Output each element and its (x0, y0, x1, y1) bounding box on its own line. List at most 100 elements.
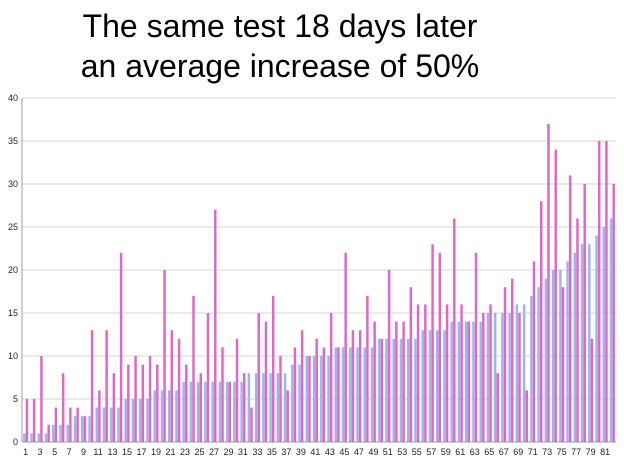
bar-series-2 (235, 338, 239, 442)
bar-series-2 (105, 330, 108, 442)
bar-series-1 (443, 330, 446, 442)
x-tick-label: 55 (412, 447, 422, 457)
bar-series-1 (283, 373, 287, 442)
bar-series-1 (566, 261, 569, 442)
bar-series-1 (196, 381, 200, 442)
x-tick-label: 19 (151, 447, 161, 457)
bar-series-1 (225, 381, 229, 442)
bar-series-1 (160, 390, 164, 442)
bar-series-2 (380, 338, 384, 442)
bar-series-1 (486, 313, 490, 442)
bar-series-1 (501, 313, 504, 442)
x-tick-label: 33 (252, 447, 262, 457)
bar-series-2 (402, 321, 405, 442)
bar-series-2 (612, 184, 615, 442)
x-tick-label: 47 (354, 447, 364, 457)
x-tick-label: 77 (571, 447, 581, 457)
x-tick-label: 21 (165, 447, 175, 457)
bar-series-1 (124, 399, 127, 442)
x-tick-label: 25 (194, 447, 204, 457)
bar-series-2 (185, 364, 188, 442)
x-tick-label: 59 (441, 447, 451, 457)
bar-series-2 (177, 338, 181, 442)
bar-series-2 (214, 209, 217, 442)
bar-series-1 (450, 321, 453, 442)
bar-series-1 (138, 399, 142, 442)
bar-series-1 (182, 381, 185, 442)
x-tick-label: 39 (296, 447, 306, 457)
bar-series-1 (573, 252, 577, 442)
bar-series-2 (576, 218, 579, 442)
bar-series-1 (327, 356, 330, 442)
bars (23, 123, 615, 443)
bar-series-1 (559, 270, 562, 442)
x-tick-label: 37 (281, 447, 291, 457)
bar-series-2 (25, 399, 29, 442)
bar-series-1 (30, 433, 33, 442)
bar-series-2 (547, 123, 550, 443)
bar-series-2 (206, 313, 210, 442)
y-tick-label: 40 (8, 93, 18, 103)
bar-series-2 (453, 218, 456, 442)
bar-series-2 (373, 321, 376, 442)
bar-series-2 (518, 313, 521, 442)
bar-series-2 (503, 287, 507, 442)
bar-series-2 (76, 407, 79, 442)
bar-series-1 (37, 433, 41, 442)
x-tick-label: 35 (267, 447, 277, 457)
x-tick-label: 43 (325, 447, 335, 457)
x-tick-label: 75 (557, 447, 567, 457)
bar-series-2 (605, 141, 608, 442)
bar-series-1 (233, 381, 236, 442)
bar-series-1 (66, 424, 70, 442)
bar-series-2 (286, 390, 289, 442)
chart-title: The same test 18 days later an average i… (0, 6, 560, 86)
bar-series-2 (127, 364, 130, 442)
bar-series-1 (298, 364, 301, 442)
bar-series-1 (146, 399, 149, 442)
bar-series-2 (192, 295, 195, 442)
x-tick-label: 5 (52, 447, 57, 457)
y-tick-label: 20 (8, 265, 18, 275)
bar-series-2 (460, 304, 463, 442)
bar-series-2 (554, 149, 557, 442)
title-line-1: The same test 18 days later (82, 8, 478, 44)
bar-series-2 (243, 373, 246, 442)
bar-series-1 (211, 381, 214, 442)
x-tick-label: 3 (38, 447, 43, 457)
x-tick-label: 11 (93, 447, 102, 457)
bar-series-2 (112, 373, 116, 442)
x-tick-label: 7 (67, 447, 72, 457)
x-tick-label: 71 (528, 447, 538, 457)
bar-series-1 (508, 313, 511, 442)
bar-series-1 (81, 416, 84, 442)
bar-series-1 (312, 356, 316, 442)
bar-series-2 (90, 330, 94, 442)
bar-series-2 (525, 390, 528, 442)
bar-series-1 (153, 390, 156, 442)
bar-series-2 (228, 381, 231, 442)
x-tick-label: 81 (600, 447, 610, 457)
bar-series-1 (334, 347, 338, 442)
bar-series-1 (399, 338, 403, 442)
bar-series-2 (366, 295, 369, 442)
bar-series-2 (445, 304, 449, 442)
bar-series-1 (269, 373, 272, 442)
x-tick-label: 67 (499, 447, 509, 457)
bar-series-2 (387, 270, 391, 442)
bar-series-1 (407, 338, 410, 442)
x-tick-label: 69 (513, 447, 523, 457)
x-tick-label: 49 (368, 447, 378, 457)
bar-series-2 (170, 330, 174, 442)
bar-series-1 (247, 373, 251, 442)
bar-series-2 (300, 330, 304, 442)
x-tick-label: 63 (470, 447, 480, 457)
bar-series-2 (416, 304, 420, 442)
x-tick-label: 29 (223, 447, 233, 457)
y-tick-label: 25 (8, 222, 18, 232)
x-tick-label: 45 (339, 447, 349, 457)
bar-series-1 (435, 330, 439, 442)
bar-series-1 (341, 347, 345, 442)
x-tick-label: 17 (137, 447, 147, 457)
